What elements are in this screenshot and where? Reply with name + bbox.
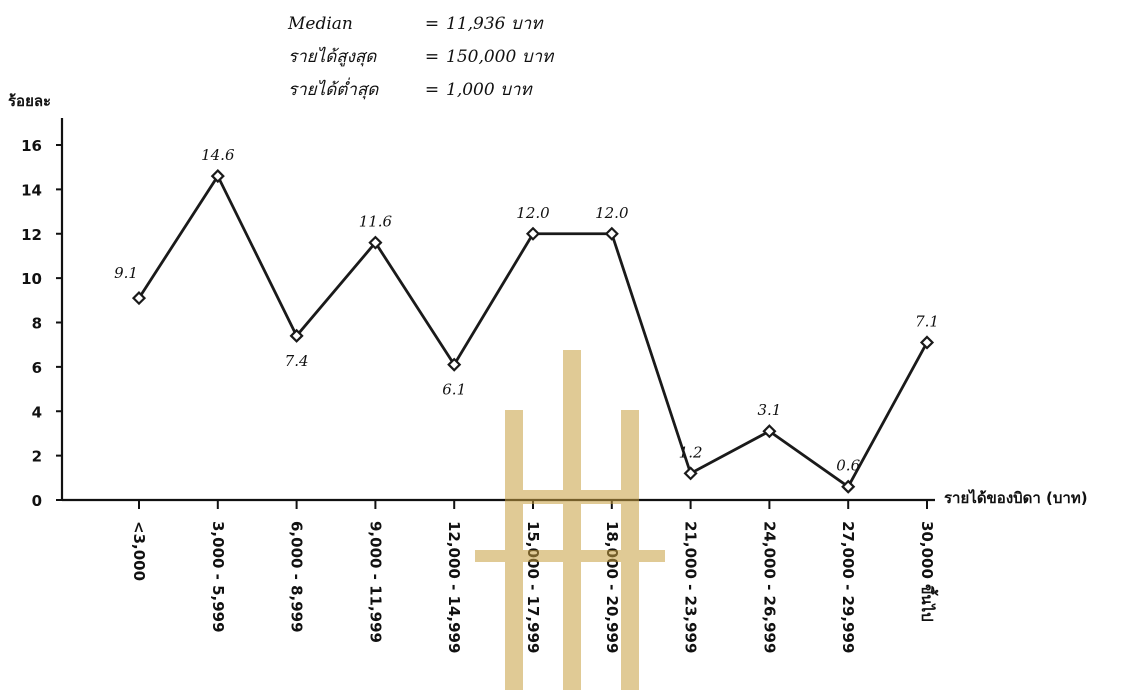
data-point (210, 169, 225, 184)
data-label: 14.6 (201, 146, 235, 164)
data-label: 1.2 (679, 443, 703, 461)
data-label: 6.1 (442, 381, 466, 399)
data-point (604, 226, 619, 241)
data-point (131, 291, 147, 306)
data-label: 11.6 (359, 213, 393, 231)
y-axis-label: ร้อยละ (8, 92, 51, 110)
stat-median: Median = 11,936 บาท (288, 8, 606, 41)
x-tick-label: 30,000 ขึ้นไป (918, 521, 939, 622)
data-label: 12.0 (595, 204, 629, 222)
data-point (919, 335, 935, 350)
data-point (841, 479, 856, 494)
y-tick-label: 8 (32, 315, 42, 333)
y-tick-label: 4 (32, 403, 42, 421)
x-tick-label: 3,000 - 5,999 (209, 521, 227, 633)
summary-stats: Median = 11,936 บาท รายได้สูงสุด = 150,0… (288, 8, 606, 107)
y-tick-label: 12 (21, 226, 42, 244)
x-tick-label: <3,000 (130, 521, 148, 581)
stat-max-income: รายได้สูงสุด = 150,000 บาท (288, 41, 606, 74)
stat-label: รายได้สูงสุด (288, 47, 377, 67)
y-tick-label: 10 (21, 270, 42, 288)
series: 9.1 14.6 7.4 11.6 6.1 12.0 12.0 1.2 3.1 0.6 7.1 (114, 146, 939, 494)
y-tick-label: 6 (32, 359, 42, 377)
y-ticks: 0 2 4 6 8 10 12 14 16 (21, 137, 62, 510)
data-label: 7.4 (285, 352, 309, 370)
y-tick-label: 16 (21, 137, 42, 155)
x-tick-label: 9,000 - 11,999 (366, 521, 384, 643)
y-tick-label: 14 (21, 181, 42, 199)
data-label: 7.1 (915, 312, 939, 330)
axes (60, 118, 935, 502)
x-axis-label: รายได้ของบิดา (บาท) (944, 488, 1088, 507)
stat-value: 11,936 บาท (446, 14, 543, 34)
data-label: 0.6 (836, 457, 860, 475)
data-label: 12.0 (516, 204, 550, 222)
data-point (683, 466, 698, 481)
x-tick-label: 24,000 - 26,999 (760, 521, 778, 653)
data-point (289, 328, 304, 343)
data-point (762, 424, 777, 439)
stat-label: Median (288, 14, 353, 34)
data-point (447, 357, 462, 372)
data-point (525, 226, 541, 241)
data-label: 9.1 (114, 264, 138, 282)
x-tick-label: 12,000 - 14,999 (445, 521, 463, 653)
stat-equals: = (424, 14, 440, 34)
watermark-logo (475, 350, 665, 690)
stat-equals: = (424, 47, 440, 67)
data-point (368, 235, 383, 250)
y-tick-label: 2 (32, 448, 42, 466)
x-ticks: <3,000 3,000 - 5,999 6,000 - 8,999 9,000 - … (130, 500, 939, 653)
x-tick-label: 27,000 - 29,999 (839, 521, 857, 653)
stat-equals: = (424, 80, 440, 100)
y-tick-label: 0 (32, 492, 42, 510)
x-tick-label: 21,000 - 23,999 (682, 521, 700, 653)
stat-label: รายได้ต่ำสุด (288, 80, 379, 100)
stat-min-income: รายได้ต่ำสุด = 1,000 บาท (288, 74, 606, 107)
stat-value: 1,000 บาท (446, 80, 532, 100)
data-label: 3.1 (757, 401, 781, 419)
x-tick-label: 6,000 - 8,999 (288, 521, 306, 633)
stat-value: 150,000 บาท (446, 47, 554, 67)
